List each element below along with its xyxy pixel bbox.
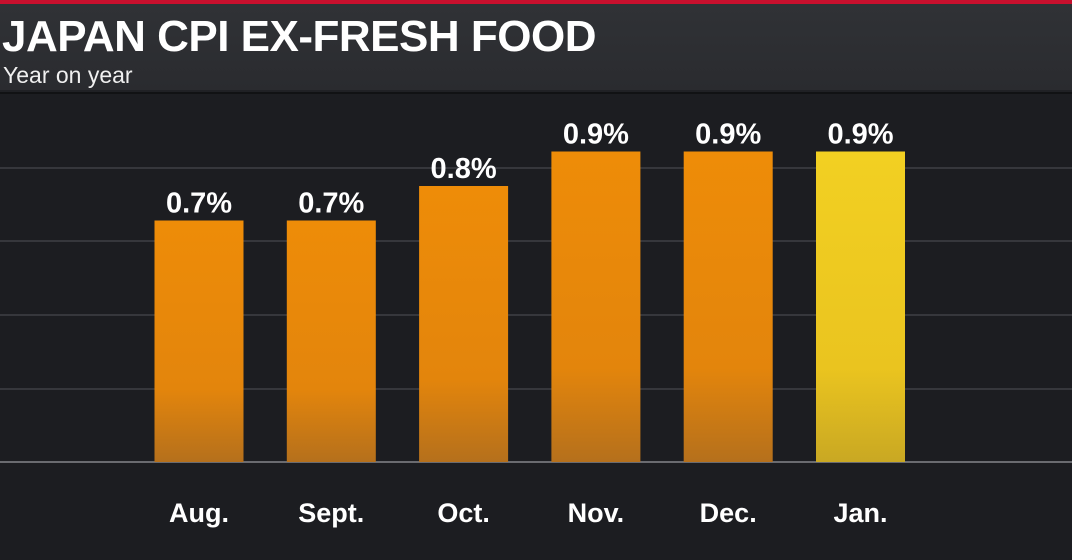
bar-nov bbox=[551, 151, 641, 462]
bar-oct bbox=[419, 186, 509, 462]
data-label-dec: 0.9% bbox=[695, 119, 761, 151]
data-label-jan: 0.9% bbox=[827, 119, 893, 151]
bar-jan bbox=[816, 151, 905, 462]
bar-dec bbox=[683, 151, 773, 462]
chart-subtitle: Year on year bbox=[3, 62, 133, 88]
bar-sept bbox=[286, 220, 376, 462]
data-label-nov: 0.9% bbox=[563, 119, 629, 151]
data-labels: 0.7% 0.7% 0.8% 0.9% 0.9% 0.9% bbox=[166, 119, 894, 220]
x-tick-aug: Aug. bbox=[169, 498, 229, 528]
data-label-aug: 0.7% bbox=[166, 188, 232, 220]
x-axis-ticks: Aug. Sept. Oct. Nov. Dec. Jan. bbox=[169, 498, 888, 528]
data-label-sept: 0.7% bbox=[298, 188, 364, 220]
x-tick-jan: Jan. bbox=[833, 498, 887, 528]
x-tick-dec: Dec. bbox=[700, 498, 757, 528]
data-label-oct: 0.8% bbox=[431, 153, 497, 185]
x-tick-oct: Oct. bbox=[437, 498, 490, 528]
chart-title: JAPAN CPI EX-FRESH FOOD bbox=[2, 12, 596, 61]
x-tick-sept: Sept. bbox=[298, 498, 364, 528]
x-tick-nov: Nov. bbox=[568, 498, 625, 528]
bar-aug bbox=[154, 220, 244, 462]
chart-header: JAPAN CPI EX-FRESH FOOD Year on year bbox=[0, 4, 1072, 90]
top-accent-rule bbox=[0, 0, 1072, 4]
bars bbox=[154, 151, 905, 462]
